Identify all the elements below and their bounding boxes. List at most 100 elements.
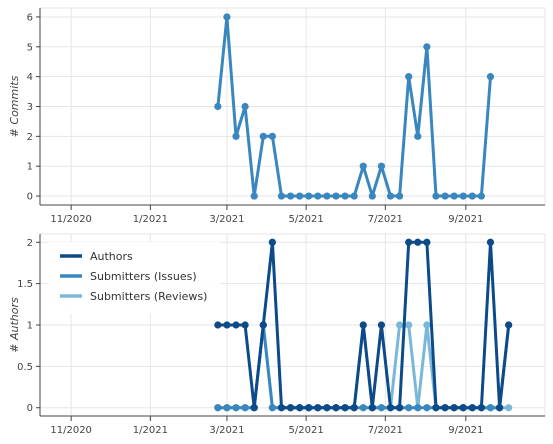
x-tick-label: 3/2021 [209, 214, 244, 225]
data-point [232, 404, 240, 412]
y-tick-label: 0 [27, 192, 33, 203]
x-tick-label: 5/2021 [289, 214, 324, 225]
data-point [223, 13, 231, 21]
y-tick-label: 2 [27, 132, 33, 143]
y-tick-label: 2 [27, 238, 33, 249]
data-point [323, 192, 331, 200]
data-point [486, 238, 495, 246]
data-point [423, 321, 431, 329]
data-point [468, 404, 476, 412]
chart-panel-2: 0 0.5 1 1.5 2 11/2020 1/2021 3/2021 5/2021 7/2021… [8, 233, 546, 436]
chart-panel-1: 0 1 2 3 4 5 6 11/2020 1/2021 3/2021 5/2021 7/2021 9/… [8, 7, 546, 225]
data-point [432, 192, 440, 200]
data-point [396, 192, 404, 200]
data-point [459, 404, 467, 412]
data-point [396, 404, 404, 412]
data-point [377, 321, 386, 329]
data-point [405, 321, 413, 329]
data-point [305, 192, 313, 200]
data-point [286, 192, 295, 200]
data-point [386, 404, 395, 412]
data-point [214, 404, 222, 412]
x-tick-label: 5/2021 [289, 425, 324, 436]
data-point [277, 192, 286, 200]
data-point [368, 192, 376, 200]
data-point [332, 404, 340, 412]
y-tick-label: 1 [27, 321, 33, 332]
data-point [359, 162, 367, 170]
data-point [495, 404, 504, 412]
data-point [350, 192, 358, 200]
data-point [259, 321, 267, 329]
data-point [423, 404, 431, 412]
data-point [323, 404, 331, 412]
data-point [359, 321, 367, 329]
y-tick-label: 1 [27, 162, 33, 173]
data-point [214, 321, 222, 329]
data-point [296, 192, 304, 200]
data-point [359, 404, 367, 412]
data-point [250, 192, 258, 200]
data-point [414, 132, 422, 140]
data-point [432, 404, 440, 412]
data-point [477, 404, 485, 412]
y-tick-label: 5 [27, 42, 33, 53]
data-point [405, 73, 413, 81]
x-tick-label: 1/2021 [133, 214, 168, 225]
data-point [414, 404, 422, 412]
data-point [441, 404, 449, 412]
data-point [223, 404, 231, 412]
y-axis-label: # Authors [8, 297, 21, 353]
x-tick-label: 3/2021 [209, 425, 244, 436]
data-point [477, 192, 485, 200]
data-point [241, 404, 249, 412]
data-point [368, 404, 376, 412]
legend-label: Submitters (Reviews) [90, 290, 207, 303]
data-point [296, 404, 304, 412]
data-point [486, 404, 495, 412]
x-tick-label: 9/2021 [448, 214, 483, 225]
data-point [450, 192, 458, 200]
legend: Authors Submitters (Issues) Submitters (Re… [48, 242, 220, 314]
x-tick-label: 7/2021 [368, 214, 403, 225]
data-point [268, 132, 276, 140]
data-point [386, 192, 395, 200]
x-tick-label: 1/2021 [133, 425, 168, 436]
x-tick-label: 7/2021 [368, 425, 403, 436]
data-point [332, 192, 340, 200]
data-point [405, 238, 413, 246]
y-tick-label: 4 [27, 72, 33, 83]
data-point [423, 43, 431, 51]
data-point [277, 404, 286, 412]
data-point [486, 73, 495, 81]
data-point [268, 404, 276, 412]
data-point [223, 321, 231, 329]
data-point [459, 192, 467, 200]
data-point [314, 192, 322, 200]
y-tick-label: 3 [27, 102, 33, 113]
data-point [250, 404, 258, 412]
data-point [305, 404, 313, 412]
x-tick-label: 11/2020 [50, 425, 92, 436]
legend-box [48, 242, 220, 314]
data-point [341, 192, 349, 200]
y-tick-label: 6 [27, 12, 33, 23]
data-point [377, 162, 386, 170]
data-point [405, 404, 413, 412]
legend-label: Authors [90, 250, 133, 263]
data-point [241, 102, 249, 111]
data-point [286, 404, 295, 412]
data-point [441, 192, 449, 200]
data-point [396, 321, 404, 329]
data-point [214, 102, 222, 111]
y-axis-label: # Commits [8, 75, 21, 137]
x-tick-label: 11/2020 [50, 214, 92, 225]
data-point [468, 192, 476, 200]
y-tick-label: 1.5 [17, 279, 33, 290]
data-point [314, 404, 322, 412]
legend-label: Submitters (Issues) [90, 270, 197, 283]
data-point [423, 238, 431, 246]
data-point [341, 404, 349, 412]
data-point [259, 132, 267, 140]
